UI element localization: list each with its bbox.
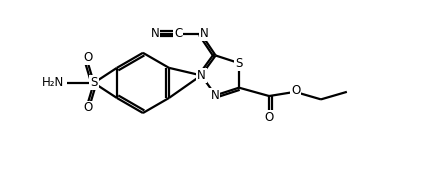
Text: O: O [83, 51, 92, 64]
Text: S: S [90, 76, 98, 89]
Text: O: O [83, 101, 92, 114]
Text: N: N [197, 69, 205, 82]
Text: N: N [211, 89, 219, 102]
Text: O: O [291, 84, 300, 97]
Text: H₂N: H₂N [42, 76, 65, 89]
Text: N: N [151, 27, 159, 40]
Text: N: N [200, 27, 209, 40]
Text: S: S [235, 57, 243, 70]
Text: C: C [174, 27, 182, 40]
Text: O: O [265, 111, 274, 124]
